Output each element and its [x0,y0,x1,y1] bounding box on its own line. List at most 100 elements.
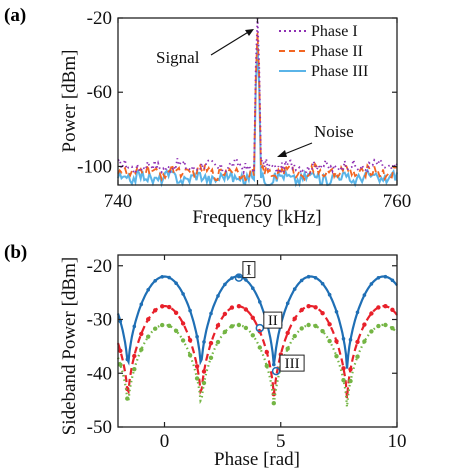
panel-b-data-point [118,362,123,367]
panel-b-data-point [292,316,297,321]
panel-b-data-point [341,337,346,341]
panel-b-data-point [334,339,339,344]
panel-b-data-point [285,330,290,336]
annotation-marker-box [263,311,283,329]
annotation-signal-arrow [210,30,251,56]
panel-b-data-point [153,279,157,283]
panel-b-data-point [258,300,262,304]
panel-b-data-point [383,304,388,309]
panel-b-data-point [285,301,290,306]
panel-b-data-point [306,274,311,279]
panel-b-data-point [341,378,346,383]
panel-b-data-point [215,339,221,345]
panel-b-ytick-label: -20 [87,256,112,277]
panel-b-data-point [230,276,234,280]
panel-b-xtick-label: 10 [388,431,407,452]
panel-b-data-point [355,339,360,345]
panel-b-data-point [146,288,150,292]
panel-a-xlabel: Frequency [kHz] [192,207,321,228]
panel-b-data-point [132,353,137,359]
panel-a-ylabel: Power [dBm] [59,50,80,153]
panel-b-data-point [194,376,200,381]
panel-b-data-point [313,305,318,310]
panel-b-data-point [209,311,213,316]
panel-b-data-point [118,348,123,353]
panel-b-data-point [376,323,381,329]
panel-b-data-point [292,333,297,339]
panel-b-data-point [390,326,395,331]
panel-b-series [116,274,398,407]
panel-b-data-point [327,292,332,297]
panel-b-data-point [250,333,255,338]
panel-b-data-point [160,275,164,279]
panel-label-a: (a) [4,5,26,26]
panel-b-data-point [369,282,374,286]
panel-a-legend: Phase I Phase II Phase III [279,23,368,80]
panel-b-data-point [187,353,193,358]
panel-b-data-point [160,322,165,328]
panel-b-data-point [362,293,367,297]
panel-b-ticks: 0 5 10 -50 -40 -30 -20 [87,255,407,452]
panel-b-data-point [229,324,235,329]
panel-b-data-point [390,307,395,312]
panel-b-data-point [313,276,318,280]
annotation-marker-label: II [268,313,278,329]
panel-b-data-point [146,317,151,322]
panel-b-data-point [153,308,158,313]
panel-b-data-point [390,278,395,283]
panel-a-xtick-label: 750 [243,191,272,212]
panel-b-data-point [139,302,144,307]
panel-b-data-point [320,329,325,334]
panel-b-data-point [208,340,214,346]
panel-b-data-point [264,350,269,355]
panel-a-series-line [117,17,398,176]
panel-b-data-point [285,346,290,351]
legend-label-phase-1: Phase I [311,23,358,40]
panel-b-data-point [327,338,332,344]
panel-b-data-point [139,347,144,352]
panel-b-ytick-label: -40 [87,363,112,384]
panel-b-data-point [208,355,214,360]
panel-b-data-point [188,308,192,313]
panel-b-data-point [187,338,193,343]
panel-b-frame [117,254,398,428]
panel-b-data-point [237,274,241,279]
panel-b-data-point [174,281,178,286]
panel-b-ytick-label: -30 [87,310,112,331]
panel-b-data-point [383,322,388,328]
panel-b-data-point [222,311,228,317]
panel-b-data-point [376,305,381,310]
panel-a-ytick-label: -100 [77,156,112,177]
panel-b-data-point [320,281,325,286]
annotation-marker-box [242,261,256,279]
panel-label-b: (b) [4,242,27,263]
panel-b-series-line [116,275,398,369]
panel-b-data-point [215,323,221,328]
panel-b-data-point [348,367,353,372]
panel-a-xtick-label: 760 [383,191,412,212]
panel-b: 0 5 10 -50 -40 -30 -20 Phase [rad] Sideband Po… [59,254,407,470]
panel-b-data-point [257,345,262,350]
panel-b-data-point [195,334,199,339]
panel-a-ticks: 740 750 760 -100 -60 -20 [77,8,411,212]
panel-b-data-point [201,369,207,374]
panel-b-data-point [334,354,339,359]
panel-b-data-point [264,363,269,369]
annotation-signal: Signal [156,48,200,67]
panel-b-data-point [216,294,220,298]
panel-a: 740 750 760 -100 -60 -20 Frequency [kHz] Powe… [59,8,411,228]
panel-b-xtick-label: 5 [276,431,286,452]
panel-b-data-point [244,278,248,282]
annotation-marker-label: III [285,356,300,372]
panel-b-data-point [313,323,318,329]
panel-b-data-point [173,328,179,333]
annotation-noise-arrowhead [277,150,287,157]
panel-b-data-point [223,282,227,287]
panel-b-data-point [355,310,360,315]
panel-b-data-point [167,275,171,280]
panel-b-data-point [125,396,130,401]
panel-b-data-point [146,334,151,339]
panel-b-data-point [132,367,137,372]
panel-b-data-point [306,322,311,328]
